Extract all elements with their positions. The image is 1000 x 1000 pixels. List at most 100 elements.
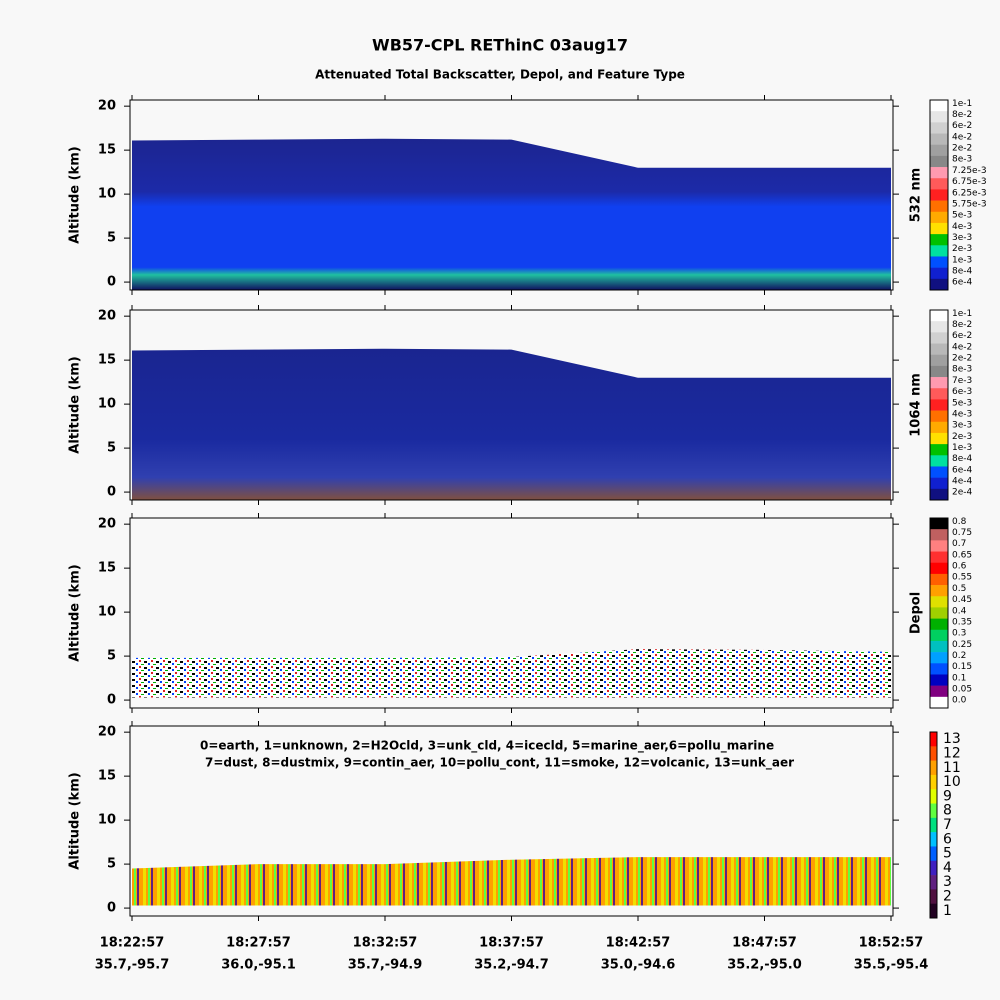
colorbar-label: 7e-3: [952, 376, 972, 386]
colorbar-swatch: [930, 562, 948, 575]
colorbar-swatch: [930, 663, 948, 675]
colorbar-swatch: [930, 332, 948, 344]
colorbar-label: 0.7: [952, 539, 966, 549]
colorbar-label: 0.15: [952, 662, 972, 672]
y-tick-label: 5: [107, 857, 116, 872]
colorbar-swatch: [930, 200, 948, 213]
colorbar-swatch: [930, 629, 948, 642]
colorbar-swatch: [930, 421, 948, 434]
colorbar-swatch: [930, 685, 948, 698]
colorbar-label: 8e-4: [952, 267, 973, 277]
colorbar-label: 8e-2: [952, 320, 972, 330]
colorbar-label: 4: [943, 860, 952, 876]
colorbar-title: 1064 nm: [909, 373, 924, 437]
colorbar-label: 4e-2: [952, 132, 972, 142]
colorbar-label: 0.35: [952, 617, 972, 627]
colorbar-label: 1e-3: [952, 443, 972, 453]
x-tick-label: 18:52:57: [859, 936, 924, 951]
colorbar-label: 1: [943, 903, 952, 919]
colorbar-swatch: [930, 122, 948, 134]
colorbar-swatch: [930, 354, 948, 367]
curtain: [132, 649, 891, 698]
colorbar-swatch: [930, 640, 948, 653]
colorbar-swatch: [930, 256, 948, 268]
colorbar-swatch: [930, 144, 948, 157]
colorbar-label: 2e-3: [952, 432, 972, 442]
colorbar-label: 7.25e-3: [952, 166, 987, 176]
colorbar-swatch: [930, 234, 948, 246]
colorbar-label: 6e-4: [952, 278, 973, 288]
colorbar-label: 0.55: [952, 573, 972, 583]
colorbar-label: 3e-3: [952, 421, 972, 431]
colorbar-label: 8e-2: [952, 110, 972, 120]
y-tick-label: 5: [107, 649, 116, 664]
colorbar-swatch: [930, 211, 948, 224]
colorbar-swatch: [930, 488, 948, 501]
x-tick-label: 35.2,-95.0: [727, 958, 801, 973]
colorbar-label: 0.0: [952, 696, 967, 706]
colorbar-swatch: [930, 388, 948, 400]
colorbar-swatch: [930, 321, 948, 333]
colorbar-label: 11: [943, 760, 961, 776]
colorbar-swatch: [930, 732, 937, 747]
y-tick-label: 0: [107, 693, 116, 708]
y-tick-label: 20: [98, 517, 116, 532]
colorbar-swatch: [930, 189, 948, 201]
x-tick-label: 18:27:57: [226, 936, 291, 951]
colorbar-swatch: [930, 278, 948, 291]
colorbar-label: 0.8: [952, 517, 967, 527]
colorbar-label: 0.25: [952, 640, 972, 650]
y-tick-label: 0: [107, 275, 116, 290]
colorbar-swatch: [930, 111, 948, 123]
colorbar-label: 2e-3: [952, 244, 972, 254]
colorbar-label: 5: [943, 846, 952, 862]
y-tick-label: 20: [98, 725, 116, 740]
colorbar-swatch: [930, 455, 948, 467]
colorbar-swatch: [930, 178, 948, 190]
colorbar-swatch: [930, 245, 948, 257]
colorbar-label: 4e-2: [952, 342, 972, 352]
colorbar-swatch: [930, 903, 937, 919]
colorbar-swatch: [930, 444, 948, 456]
colorbar-swatch: [930, 365, 948, 378]
colorbar-label: 0.2: [952, 651, 966, 661]
colorbar-label: 4e-3: [952, 222, 972, 232]
colorbar-swatch: [930, 343, 948, 356]
colorbar-label: 0.3: [952, 629, 966, 639]
colorbar-swatch: [930, 551, 948, 564]
colorbar-label: 0.4: [952, 606, 967, 616]
colorbar-label: 1e-3: [952, 255, 972, 265]
y-tick-label: 15: [98, 769, 116, 784]
chart-title: WB57-CPL REThinC 03aug17: [372, 36, 628, 55]
colorbar-label: 2e-2: [952, 354, 972, 364]
y-tick-label: 10: [98, 605, 116, 620]
colorbar-label: 12: [943, 745, 961, 761]
colorbar-swatch: [930, 889, 937, 904]
colorbar-swatch: [930, 167, 948, 179]
x-tick-label: 18:42:57: [606, 936, 671, 951]
colorbar-label: 8e-3: [952, 155, 972, 165]
colorbar-swatch: [930, 477, 948, 490]
colorbar-swatch: [930, 310, 948, 322]
colorbar-label: 8e-4: [952, 454, 973, 464]
y-axis-label: Altitude (km): [68, 564, 83, 661]
colorbar-title: Depol: [909, 592, 924, 634]
colorbar-label: 6.75e-3: [952, 177, 987, 187]
colorbar-swatch: [930, 860, 937, 876]
colorbar-label: 2: [943, 889, 952, 905]
colorbar-label: 1e-1: [952, 309, 972, 319]
colorbar-label: 3e-3: [952, 233, 972, 243]
colorbar-swatch: [930, 789, 937, 804]
y-tick-label: 20: [98, 309, 116, 324]
y-tick-label: 0: [107, 485, 116, 500]
colorbar-swatch: [930, 846, 937, 862]
colorbar-swatch: [930, 832, 937, 847]
colorbar-swatch: [930, 652, 948, 664]
chart-subtitle: Attenuated Total Backscatter, Depol, and…: [315, 68, 685, 82]
curtain: [132, 857, 891, 906]
colorbar-label: 6e-2: [952, 331, 972, 341]
legend-text: 7=dust, 8=dustmix, 9=contin_aer, 10=poll…: [205, 756, 794, 771]
colorbar-label: 6e-2: [952, 121, 972, 131]
y-tick-label: 10: [98, 813, 116, 828]
y-tick-label: 5: [107, 231, 116, 246]
